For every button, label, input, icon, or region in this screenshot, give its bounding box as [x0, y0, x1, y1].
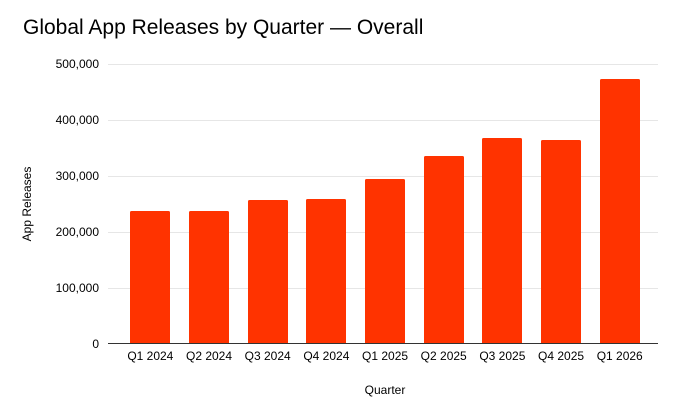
bar-slot: [238, 64, 297, 344]
x-axis-title: Quarter: [364, 383, 406, 397]
x-tick-label: Q2 2024: [185, 349, 233, 363]
bar-slot: [180, 64, 239, 344]
y-tick-label: 400,000: [55, 113, 99, 127]
y-tick-label: 200,000: [55, 225, 99, 239]
bar-slot: [356, 64, 415, 344]
bar-slot: [473, 64, 532, 344]
x-tick-label: Q3 2024: [244, 349, 291, 363]
x-axis-line: [108, 343, 658, 344]
chart-title: Global App Releases by Quarter — Overall: [23, 16, 424, 39]
bar-q4-2024: [306, 198, 347, 344]
bar-q2-2024: [189, 211, 229, 344]
bar-q2-2025: [423, 155, 464, 344]
bar-q1-2026: [599, 79, 640, 344]
bar-slot: [532, 64, 591, 344]
bar-q4-2025: [541, 139, 582, 344]
bar-q3-2024: [247, 200, 288, 344]
bar-slot: [297, 64, 356, 344]
plot-area: [108, 64, 658, 344]
y-tick-label: 0: [92, 337, 99, 351]
bar-slot: [121, 64, 180, 344]
x-tick-label: Q1 2026: [596, 349, 643, 363]
y-tick-label: 100,000: [55, 281, 99, 295]
x-tick-label: Q4 2025: [538, 349, 585, 363]
x-tick-label: Q1 2025: [362, 349, 409, 363]
x-axis-tick-labels: Q1 2024 Q2 2024 Q3 2024 Q4 2024 Q1 2025 Q2 20…: [121, 349, 649, 363]
y-tick-label: 500,000: [55, 57, 99, 71]
bar-q1-2024: [130, 210, 171, 344]
bar-q1-2025: [365, 178, 406, 344]
gridline: [108, 176, 658, 177]
y-axis-tick-labels: 0 100,000 200,000 300,000 400,000 500,000: [0, 57, 99, 351]
x-tick-label: Q1 2024: [127, 349, 174, 363]
gridline: [108, 120, 658, 121]
x-tick-label: Q3 2025: [479, 349, 526, 363]
y-tick-label: 300,000: [55, 169, 99, 183]
bar-slot: [414, 64, 473, 344]
bar-slot: [590, 64, 649, 344]
bar-q3-2025: [482, 137, 523, 344]
bar-series: [121, 64, 649, 344]
gridline: [108, 64, 658, 65]
x-tick-label: Q4 2024: [303, 349, 350, 363]
x-tick-label: Q2 2025: [420, 349, 467, 363]
